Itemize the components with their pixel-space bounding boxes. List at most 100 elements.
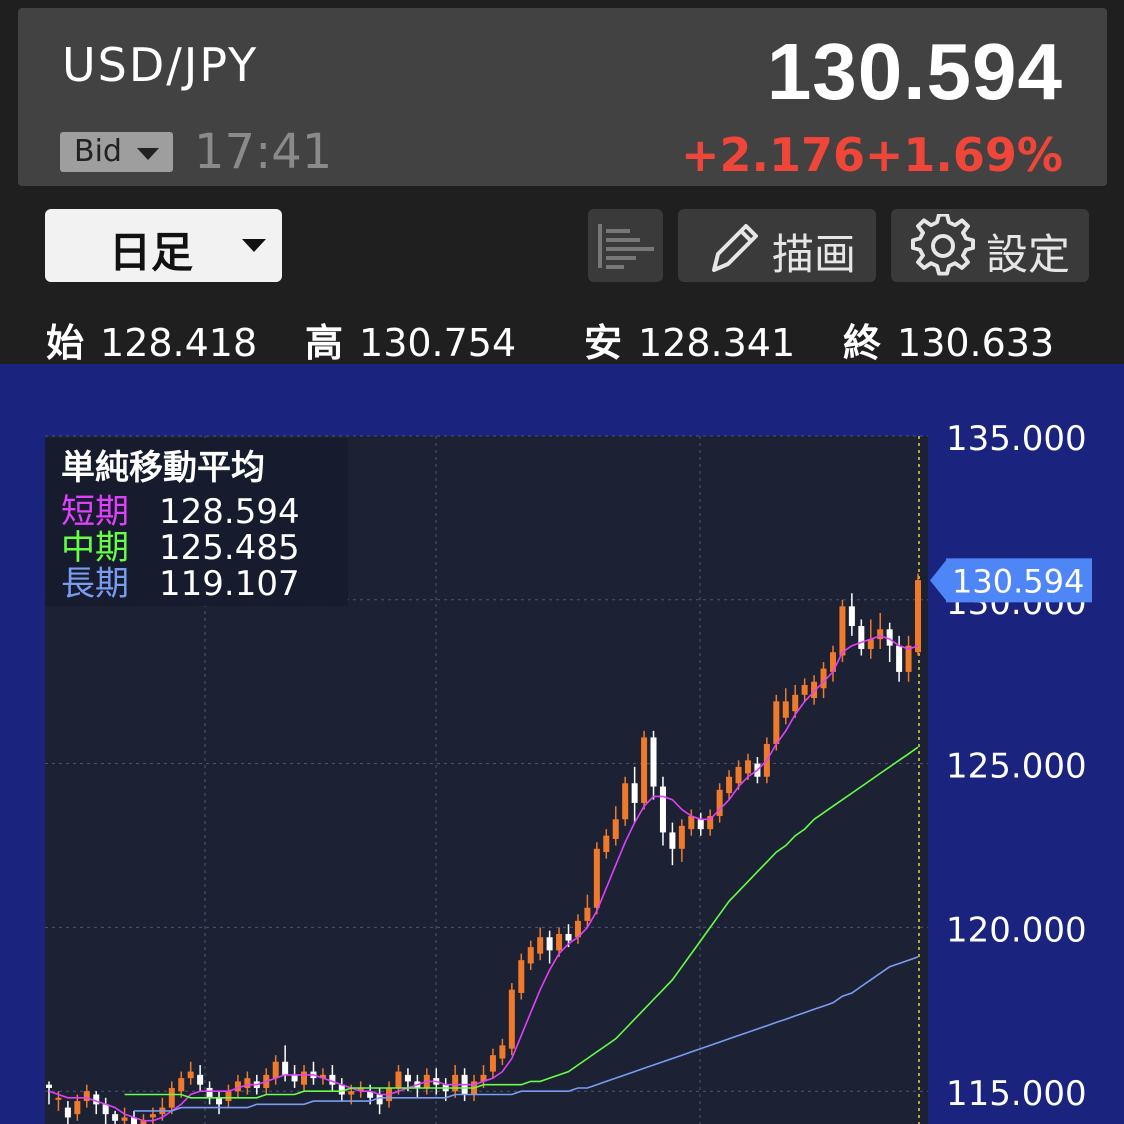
legend-mid: 中期 125.485 xyxy=(61,520,300,569)
candle-body xyxy=(612,819,619,839)
indicator-list-button[interactable] xyxy=(588,209,663,282)
candle-body xyxy=(811,681,818,699)
candle-body xyxy=(112,1114,119,1121)
candle-body xyxy=(527,947,534,964)
candle-body xyxy=(93,1094,100,1105)
candle-body xyxy=(168,1087,175,1108)
legend-long-value: 119.107 xyxy=(159,564,300,604)
candle-body xyxy=(206,1087,213,1098)
candle-body xyxy=(593,848,600,908)
legend-long-label: 長期 xyxy=(61,564,129,604)
candle-body xyxy=(858,626,865,649)
quote-time: 17:41 xyxy=(194,124,333,180)
candle-body xyxy=(773,701,780,744)
current-price-tag-label: 130.594 xyxy=(952,562,1084,600)
close-label: 終 xyxy=(843,321,882,365)
open-number: 128.418 xyxy=(100,321,258,365)
low-value: 安 128.341 xyxy=(584,312,795,367)
period-label: 日足 xyxy=(109,228,194,277)
legend-short: 短期 128.594 xyxy=(61,484,300,533)
candle-body xyxy=(744,760,751,774)
candle-body xyxy=(480,1074,487,1082)
price-tag-box xyxy=(946,558,1092,603)
candle-body xyxy=(782,701,789,718)
price-tag-arrow xyxy=(930,560,946,601)
candle-body xyxy=(896,645,903,672)
candle-body xyxy=(272,1061,279,1079)
candle-body xyxy=(64,1107,71,1118)
bid-label: Bid xyxy=(74,134,122,169)
caret-down-icon xyxy=(137,148,159,160)
candle-body xyxy=(669,832,676,849)
draw-button[interactable]: 描画 xyxy=(678,209,876,282)
mid-ma-line xyxy=(124,746,919,1099)
candle-body xyxy=(225,1091,232,1102)
candle-body xyxy=(395,1071,402,1088)
high-number: 130.754 xyxy=(359,321,517,365)
candle-body xyxy=(216,1097,223,1105)
legend-mid-value: 125.485 xyxy=(159,528,300,568)
legend-title: 単純移動平均 xyxy=(61,448,265,488)
candle-body xyxy=(820,668,827,689)
candle-body xyxy=(404,1074,411,1082)
candle-body xyxy=(603,835,610,853)
legend-short-label: 短期 xyxy=(61,492,129,532)
candle-body xyxy=(452,1074,459,1092)
candle-body xyxy=(659,786,666,833)
close-value: 終 130.633 xyxy=(843,312,1054,367)
candle-body xyxy=(508,989,515,1049)
low-label: 安 xyxy=(584,321,623,365)
candle-body xyxy=(282,1061,289,1075)
settings-label: 設定 xyxy=(986,230,1071,279)
candle-body xyxy=(707,816,714,830)
settings-button[interactable]: 設定 xyxy=(891,209,1089,282)
candle-body xyxy=(140,1120,147,1124)
candle-body xyxy=(348,1091,355,1095)
candle-body xyxy=(574,920,581,938)
candle-body xyxy=(848,606,855,627)
price-change: +2.176 xyxy=(680,128,865,182)
candle-body xyxy=(905,645,912,672)
candle-body xyxy=(489,1055,496,1072)
candle-body xyxy=(886,629,893,646)
candle-body xyxy=(556,933,563,951)
candle-body xyxy=(697,819,704,830)
candle-body xyxy=(197,1074,204,1085)
ohlc-row: 始 128.418 高 130.754 安 128.341 終 130.633 xyxy=(0,300,1124,367)
gear-icon xyxy=(911,214,975,276)
candle-body xyxy=(131,1117,138,1124)
open-value: 始 128.418 xyxy=(46,312,257,367)
candle-body xyxy=(74,1101,81,1115)
candle-body xyxy=(319,1074,326,1079)
candle-body xyxy=(622,783,629,820)
currency-pair-title[interactable]: USD/JPY xyxy=(62,38,259,92)
candle-body xyxy=(678,825,685,849)
candle-body xyxy=(121,1117,128,1121)
candle-body xyxy=(102,1104,109,1115)
low-number: 128.341 xyxy=(638,321,796,365)
legend-mid-label: 中期 xyxy=(61,528,129,568)
candle-body xyxy=(631,783,638,803)
legend-short-value: 128.594 xyxy=(159,492,300,532)
candle-body xyxy=(537,937,544,954)
draw-label: 描画 xyxy=(772,230,857,279)
list-icon xyxy=(598,224,654,269)
price-change-percent: +1.69% xyxy=(864,128,1063,182)
candle-body xyxy=(716,789,723,817)
high-label: 高 xyxy=(305,321,344,365)
candle-body xyxy=(367,1091,374,1098)
y-tick-label: 125.000 xyxy=(946,747,1087,787)
candle-body xyxy=(55,1097,62,1100)
candle-body xyxy=(867,639,874,649)
candle-body xyxy=(584,907,591,921)
pencil-icon xyxy=(712,224,758,272)
candle-body xyxy=(735,766,742,784)
candle-body xyxy=(234,1081,241,1092)
candle-body xyxy=(178,1078,185,1092)
candle-body xyxy=(726,776,733,794)
bid-ask-selector[interactable]: Bid xyxy=(60,132,173,172)
open-label: 始 xyxy=(46,321,85,365)
candle-body xyxy=(187,1071,194,1079)
candle-body xyxy=(499,1045,506,1059)
period-select[interactable]: 日足 xyxy=(45,209,282,282)
